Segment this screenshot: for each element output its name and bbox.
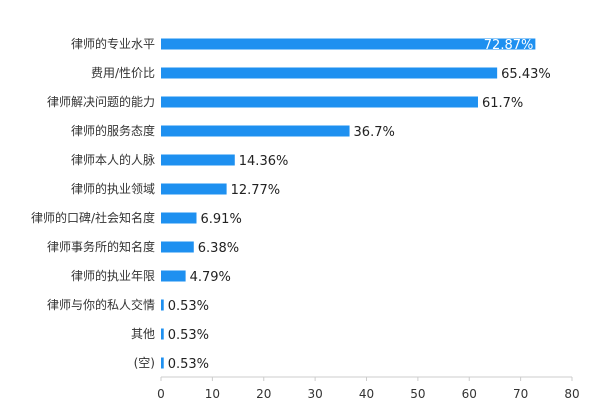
value-label: 4.79%	[190, 270, 231, 285]
bar	[161, 38, 536, 50]
bar	[161, 67, 498, 79]
bar	[161, 299, 164, 311]
value-label: 0.53%	[168, 328, 209, 343]
category-label: 律师解决问题的能力	[47, 94, 155, 109]
bar	[161, 183, 227, 195]
x-tick-label: 20	[256, 387, 271, 401]
x-tick-label: 0	[157, 387, 165, 401]
value-label: 65.43%	[501, 67, 551, 82]
x-tick-label: 70	[513, 387, 528, 401]
x-tick-label: 50	[410, 387, 425, 401]
bar	[161, 270, 186, 282]
category-label: (空)	[134, 356, 155, 370]
bar	[161, 154, 235, 166]
x-tick-label: 60	[462, 387, 477, 401]
bar	[161, 96, 478, 108]
category-label: 律师的执业年限	[71, 268, 155, 283]
bar	[161, 125, 350, 137]
category-label: 律师的服务态度	[71, 123, 155, 138]
x-tick-label: 80	[564, 387, 579, 401]
bars-group	[161, 38, 536, 369]
bar	[161, 241, 194, 253]
category-label: 费用/性价比	[91, 66, 155, 80]
x-ticks-group: 0 10 20 30 40 50 60 70 80	[157, 377, 580, 401]
category-label: 律师的口碑/社会知名度	[31, 210, 155, 225]
value-label: 12.77%	[231, 183, 281, 198]
x-tick-label: 10	[205, 387, 220, 401]
value-label: 72.87%	[484, 38, 534, 53]
category-label: 律师事务所的知名度	[47, 239, 155, 254]
value-label: 0.53%	[168, 299, 209, 314]
value-label: 0.53%	[168, 357, 209, 372]
category-label: 其他	[131, 327, 155, 341]
category-label: 律师的专业水平	[71, 36, 155, 51]
x-tick-label: 30	[307, 387, 322, 401]
x-tick-label: 40	[359, 387, 374, 401]
value-label: 36.7%	[354, 125, 395, 140]
category-labels-group: 律师的专业水平费用/性价比律师解决问题的能力律师的服务态度律师本人的人脉律师的执…	[31, 36, 155, 370]
bar	[161, 357, 164, 369]
value-label: 14.36%	[239, 154, 289, 169]
value-label: 61.7%	[482, 96, 523, 111]
value-label: 6.91%	[201, 212, 242, 227]
value-labels-group: 72.87% 65.43% 61.7% 36.7% 14.36% 12.77% 6.91% 6…	[168, 38, 551, 372]
value-label: 6.38%	[198, 241, 239, 256]
category-label: 律师与你的私人交情	[47, 297, 155, 312]
category-label: 律师的执业领域	[71, 181, 155, 196]
bar	[161, 212, 197, 224]
category-label: 律师本人的人脉	[71, 152, 155, 167]
bar	[161, 328, 164, 340]
